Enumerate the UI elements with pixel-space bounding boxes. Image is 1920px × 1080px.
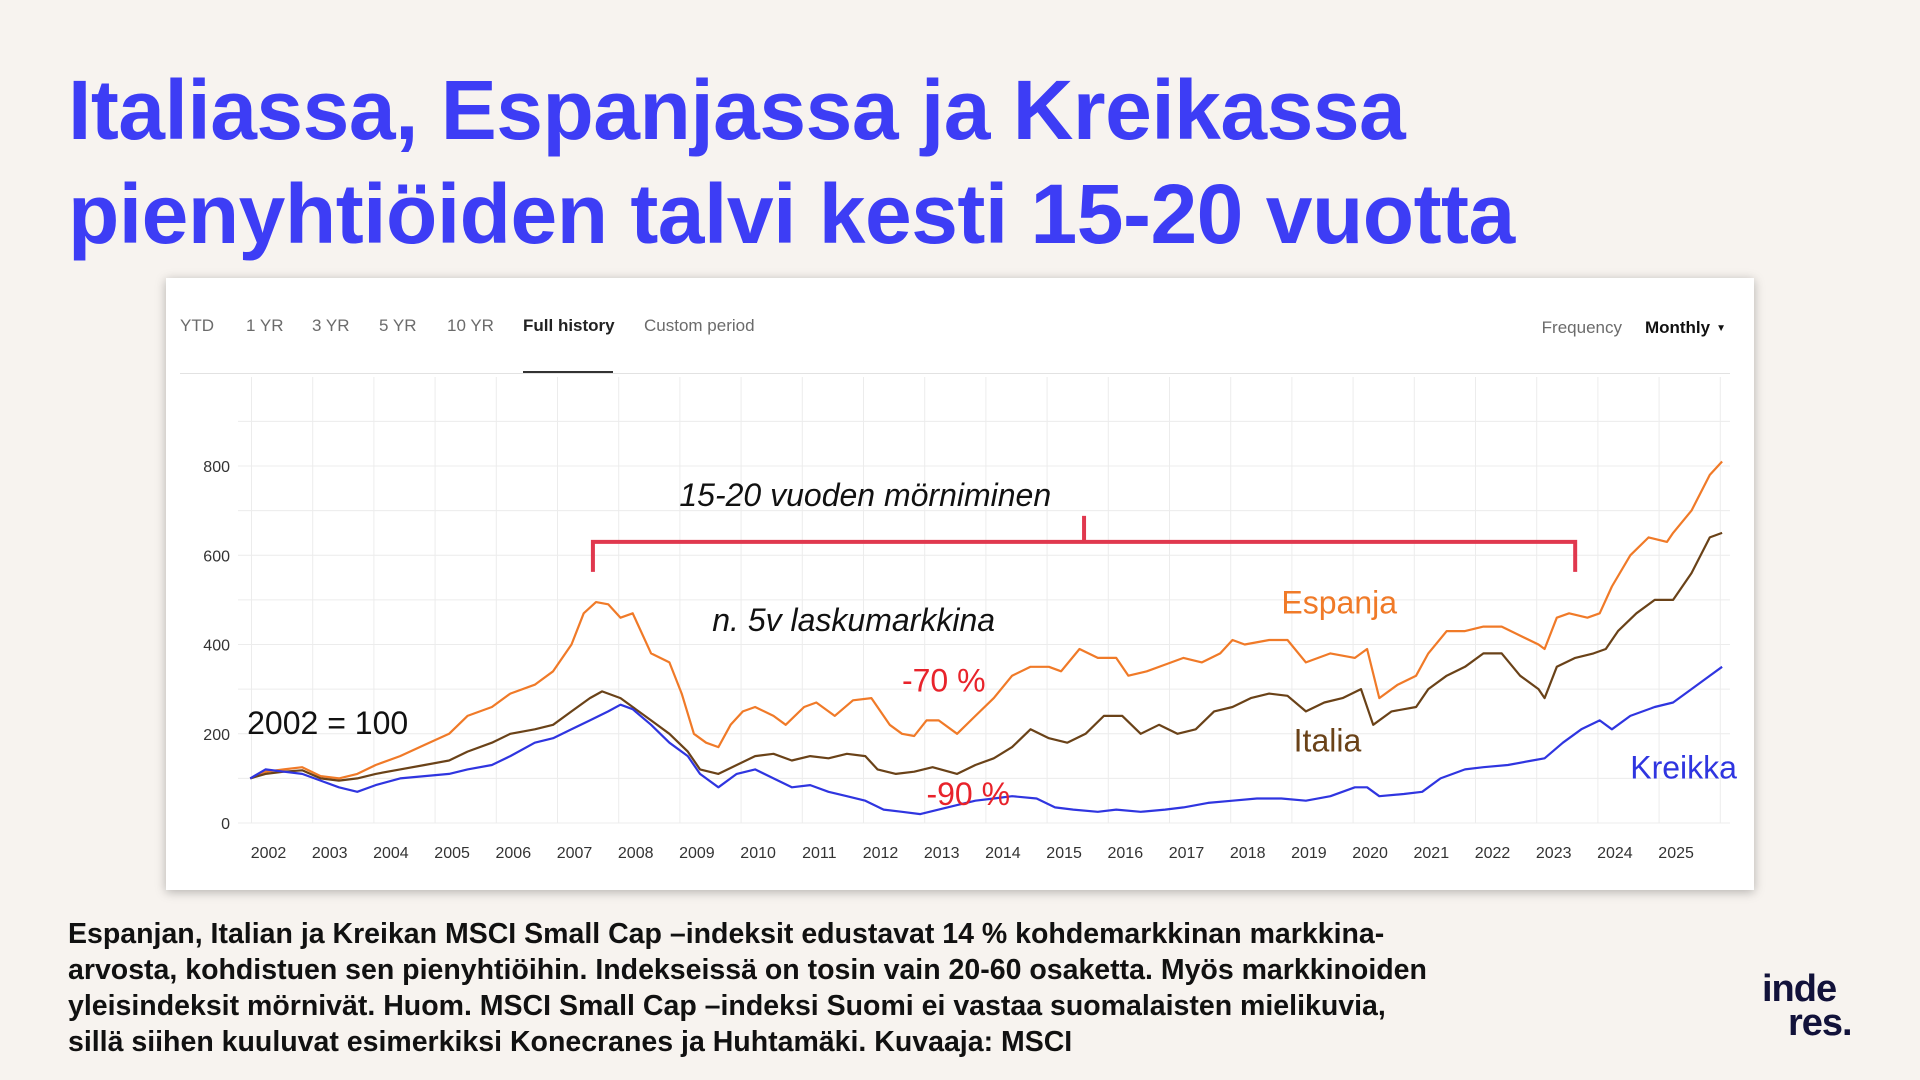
caption-line-2: arvosta, kohdistuen sen pienyhtiöihin. I…: [68, 954, 1427, 986]
frequency-dropdown[interactable]: Monthly ▼: [1645, 318, 1726, 338]
x-tick-label: 2003: [312, 845, 348, 862]
chart-annotation: 2002 = 100: [247, 705, 408, 741]
x-tick-label: 2007: [557, 845, 593, 862]
x-tick-label: 2021: [1414, 845, 1450, 862]
frequency-label: Frequency: [1541, 318, 1622, 337]
x-tick-label: 2024: [1597, 845, 1633, 862]
caption-line-4: sillä siihen kuuluvat esimerkiksi Konecr…: [68, 1026, 1073, 1058]
chart-card: YTD 1 YR 3 YR 5 YR 10 YR Full history Cu…: [166, 278, 1754, 890]
x-tick-label: 2002: [251, 845, 287, 862]
caption-line-3: yleisindeksit mörnivät. Huom. MSCI Small…: [68, 990, 1386, 1022]
series-line-italia: [249, 531, 1723, 782]
x-tick-label: 2013: [924, 845, 960, 862]
tab-custom-period[interactable]: Custom period: [644, 316, 755, 335]
x-tick-label: 2015: [1046, 845, 1082, 862]
y-tick-label: 200: [203, 727, 230, 744]
x-tick-label: 2010: [740, 845, 776, 862]
x-tick-label: 2008: [618, 845, 654, 862]
x-tick-label: 2006: [496, 845, 532, 862]
bracket-line: [590, 539, 1578, 572]
tab-full-history[interactable]: Full history: [523, 316, 615, 335]
x-tick-label: 2023: [1536, 845, 1572, 862]
annotations: 15-20 vuoden mörniminen n. 5v laskumarkki…: [247, 477, 1737, 812]
series: [249, 460, 1723, 816]
x-tick-label: 2011: [802, 845, 837, 862]
chart-annotation: Espanja: [1281, 584, 1397, 620]
tab-3yr[interactable]: 3 YR: [312, 316, 350, 335]
page-title: Italiassa, Espanjassa ja Kreikassa pieny…: [68, 58, 1848, 266]
x-tick-label: 2022: [1475, 845, 1511, 862]
tab-10yr[interactable]: 10 YR: [447, 316, 494, 335]
x-tick-label: 2009: [679, 845, 715, 862]
active-tab-indicator: [523, 371, 613, 373]
x-tick-label: 2012: [863, 845, 899, 862]
y-tick-label: 600: [203, 548, 230, 565]
chart-annotation: 15-20 vuoden mörniminen: [679, 477, 1051, 513]
x-tick-label: 2025: [1658, 845, 1694, 862]
caption: Espanjan, Italian ja Kreikan MSCI Small …: [68, 916, 1668, 1060]
index-chart: 2002 2003 2004 2005 2006 2007 2008 2009 2010 2011…: [203, 377, 1737, 862]
page-title-line-2: pienyhtiöiden talvi kesti 15-20 vuotta: [68, 167, 1515, 261]
chart-annotation: n. 5v laskumarkkina: [712, 602, 995, 638]
logo-line-2: res.: [1788, 1002, 1853, 1044]
period-tabs: YTD 1 YR 3 YR 5 YR 10 YR Full history Cu…: [166, 278, 1754, 374]
y-tick-label: 0: [221, 816, 230, 833]
x-tick-label: 2016: [1108, 845, 1144, 862]
tabs-divider: [180, 373, 1730, 374]
x-tick-label: 2004: [373, 845, 409, 862]
x-tick-label: 2017: [1169, 845, 1205, 862]
frequency-value: Monthly: [1644, 318, 1711, 337]
x-tick-label: 2019: [1291, 845, 1327, 862]
tab-1yr[interactable]: 1 YR: [246, 316, 284, 335]
x-tick-label: 2020: [1352, 845, 1388, 862]
chart-annotation: -90 %: [926, 776, 1010, 812]
inderes-logo: inde res.: [1762, 968, 1853, 1044]
tab-ytd[interactable]: YTD: [180, 316, 214, 335]
logo-line-1: inde: [1762, 968, 1837, 1010]
chart-annotation: Italia: [1294, 723, 1362, 759]
series-line-kreikka: [249, 665, 1723, 816]
y-tick-label: 400: [203, 638, 230, 655]
chart-annotation: Kreikka: [1630, 749, 1737, 785]
axes: 2002 2003 2004 2005 2006 2007 2008 2009 2010 2011…: [203, 459, 1694, 862]
x-tick-label: 2018: [1230, 845, 1266, 862]
tab-5yr[interactable]: 5 YR: [379, 316, 417, 335]
caption-line-1: Espanjan, Italian ja Kreikan MSCI Small …: [68, 918, 1385, 950]
series-line-espanja: [249, 460, 1723, 780]
grid: [238, 377, 1730, 824]
chart-annotation: -70 %: [902, 662, 986, 698]
x-tick-label: 2014: [985, 845, 1021, 862]
caret-down-icon: ▼: [1716, 323, 1726, 334]
x-tick-label: 2005: [434, 845, 470, 862]
page-title-line-1: Italiassa, Espanjassa ja Kreikassa: [68, 63, 1406, 157]
y-tick-label: 800: [203, 459, 230, 476]
